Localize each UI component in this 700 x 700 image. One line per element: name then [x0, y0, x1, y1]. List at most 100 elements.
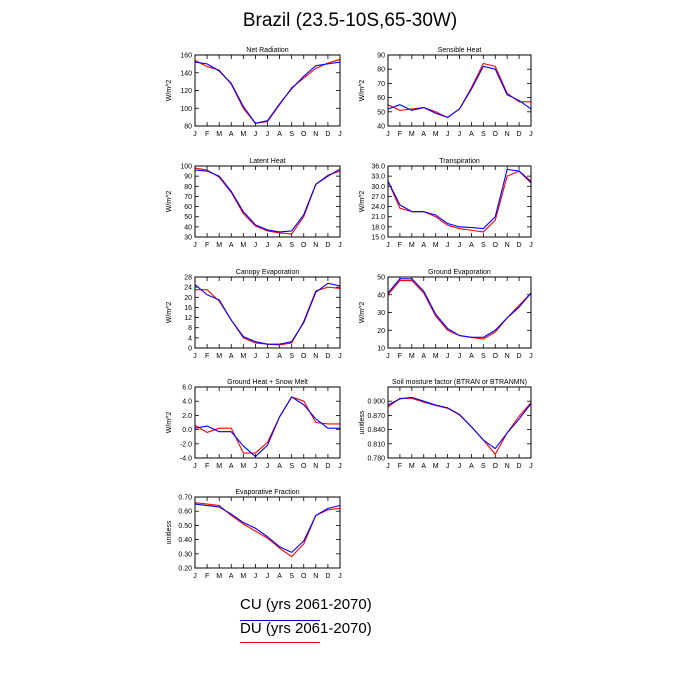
- x-tick-label: S: [481, 353, 486, 360]
- x-tick-label: J: [266, 463, 270, 470]
- x-tick-label: M: [240, 242, 246, 249]
- series-line-cu: [387, 396, 532, 450]
- legend-item-du: DU (yrs 2061-2070): [240, 620, 372, 643]
- series-line-du: [195, 286, 341, 346]
- y-axis-label: unitless: [166, 520, 173, 544]
- x-tick-label: A: [277, 242, 282, 249]
- x-tick-label: N: [313, 573, 318, 580]
- series-line-cu: [387, 278, 532, 338]
- y-tick-label: 40: [184, 224, 192, 231]
- plot-frame: [387, 386, 532, 459]
- x-tick-label: F: [398, 463, 402, 470]
- x-tick-label: S: [481, 131, 486, 138]
- figure-title: Brazil (23.5-10S,65-30W): [242, 10, 458, 31]
- y-tick-label: 0: [188, 346, 192, 353]
- plot-frame: [194, 54, 341, 127]
- y-tick-label: 30.0: [371, 184, 385, 191]
- y-tick-label: 18.0: [371, 224, 385, 231]
- x-tick-label: N: [505, 353, 510, 360]
- panel-evaporative-fraction: Evaporative Fraction unitless 0.20 0.30 0.40…: [166, 489, 342, 580]
- y-axis-label: W/m^2: [359, 191, 366, 213]
- y-tick-label: 100: [180, 106, 192, 113]
- x-tick-label: M: [240, 131, 246, 138]
- legend-line-du: [240, 642, 320, 643]
- y-tick-label: 0.870: [367, 413, 385, 420]
- x-tick-label: A: [421, 242, 426, 249]
- x-tick-label: N: [313, 463, 318, 470]
- y-axis-label: W/m^2: [166, 412, 173, 434]
- y-tick-label: 60: [377, 95, 385, 102]
- panel-title: Ground Evaporation: [428, 269, 491, 276]
- x-tick-label: D: [517, 463, 522, 470]
- x-tick-label: F: [205, 353, 209, 360]
- y-tick-label: 0.50: [178, 523, 192, 530]
- x-tick-label: O: [493, 353, 499, 360]
- x-tick-label: M: [409, 131, 415, 138]
- x-tick-label: S: [481, 463, 486, 470]
- x-tick-label: A: [229, 463, 234, 470]
- x-tick-label: A: [469, 463, 474, 470]
- x-tick-label: F: [398, 242, 402, 249]
- x-tick-label: F: [205, 242, 209, 249]
- x-tick-label: A: [421, 353, 426, 360]
- y-tick-label: 0.60: [178, 509, 192, 516]
- y-tick-label: -4.0: [180, 456, 192, 463]
- x-tick-label: J: [458, 463, 462, 470]
- x-tick-label: F: [398, 353, 402, 360]
- x-tick-label: F: [205, 573, 209, 580]
- series-line-cu: [194, 168, 341, 233]
- y-tick-label: -2.0: [180, 441, 192, 448]
- x-tick-label: F: [205, 463, 209, 470]
- y-tick-label: 50: [377, 109, 385, 116]
- x-tick-label: F: [205, 131, 209, 138]
- y-tick-label: 0.40: [178, 537, 192, 544]
- x-tick-label: S: [289, 463, 294, 470]
- y-tick-label: 80: [184, 184, 192, 191]
- x-tick-label: D: [325, 573, 330, 580]
- x-tick-label: N: [313, 131, 318, 138]
- y-tick-label: 10: [377, 346, 385, 353]
- y-axis-label: W/m^2: [166, 80, 173, 102]
- panel-title: Net Radiation: [246, 47, 289, 54]
- x-tick-label: J: [338, 463, 342, 470]
- x-tick-label: A: [469, 242, 474, 249]
- panel-title: Soil moisture factor (BTRAN or BTRANMN): [392, 379, 527, 386]
- series-line-cu: [194, 282, 341, 345]
- x-tick-label: J: [446, 242, 450, 249]
- x-tick-label: J: [458, 131, 462, 138]
- y-tick-label: 20: [184, 295, 192, 302]
- x-tick-label: D: [325, 131, 330, 138]
- plot-frame: [387, 165, 532, 238]
- y-tick-label: 50: [377, 275, 385, 282]
- y-tick-label: 80: [377, 67, 385, 74]
- x-tick-label: J: [254, 353, 258, 360]
- x-tick-label: M: [409, 463, 415, 470]
- x-tick-label: J: [446, 131, 450, 138]
- x-tick-label: J: [386, 242, 390, 249]
- x-tick-label: D: [517, 131, 522, 138]
- y-tick-label: 4.0: [182, 399, 192, 406]
- panel-title: Latent Heat: [249, 158, 285, 165]
- y-tick-label: 90: [184, 174, 192, 181]
- series-line-cu: [387, 168, 532, 230]
- x-tick-label: O: [301, 353, 307, 360]
- panel-title: Ground Heat + Snow Melt: [227, 379, 308, 386]
- x-tick-label: M: [216, 242, 222, 249]
- x-tick-label: A: [229, 573, 234, 580]
- x-tick-label: A: [229, 353, 234, 360]
- y-tick-label: 30: [184, 235, 192, 242]
- y-tick-label: 100: [180, 164, 192, 171]
- x-tick-label: J: [446, 463, 450, 470]
- x-tick-label: M: [433, 242, 439, 249]
- x-tick-label: N: [505, 463, 510, 470]
- y-tick-label: 60: [184, 204, 192, 211]
- x-tick-label: O: [301, 463, 307, 470]
- panel-soil-moisture-factor-btran-or-btranmn: Soil moisture factor (BTRAN or BTRANMN) u…: [359, 379, 533, 470]
- x-tick-label: J: [338, 573, 342, 580]
- series-line-du: [194, 502, 341, 558]
- x-tick-label: J: [254, 131, 258, 138]
- x-tick-label: A: [469, 131, 474, 138]
- y-tick-label: 0.20: [178, 566, 192, 573]
- y-tick-label: 120: [180, 88, 192, 95]
